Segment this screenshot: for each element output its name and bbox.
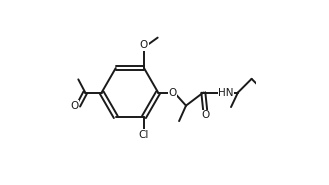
Text: O: O bbox=[168, 88, 177, 97]
Text: HN: HN bbox=[218, 88, 234, 97]
Text: O: O bbox=[140, 40, 148, 50]
Text: O: O bbox=[70, 101, 78, 111]
Text: Cl: Cl bbox=[139, 130, 149, 140]
Text: O: O bbox=[201, 110, 209, 120]
